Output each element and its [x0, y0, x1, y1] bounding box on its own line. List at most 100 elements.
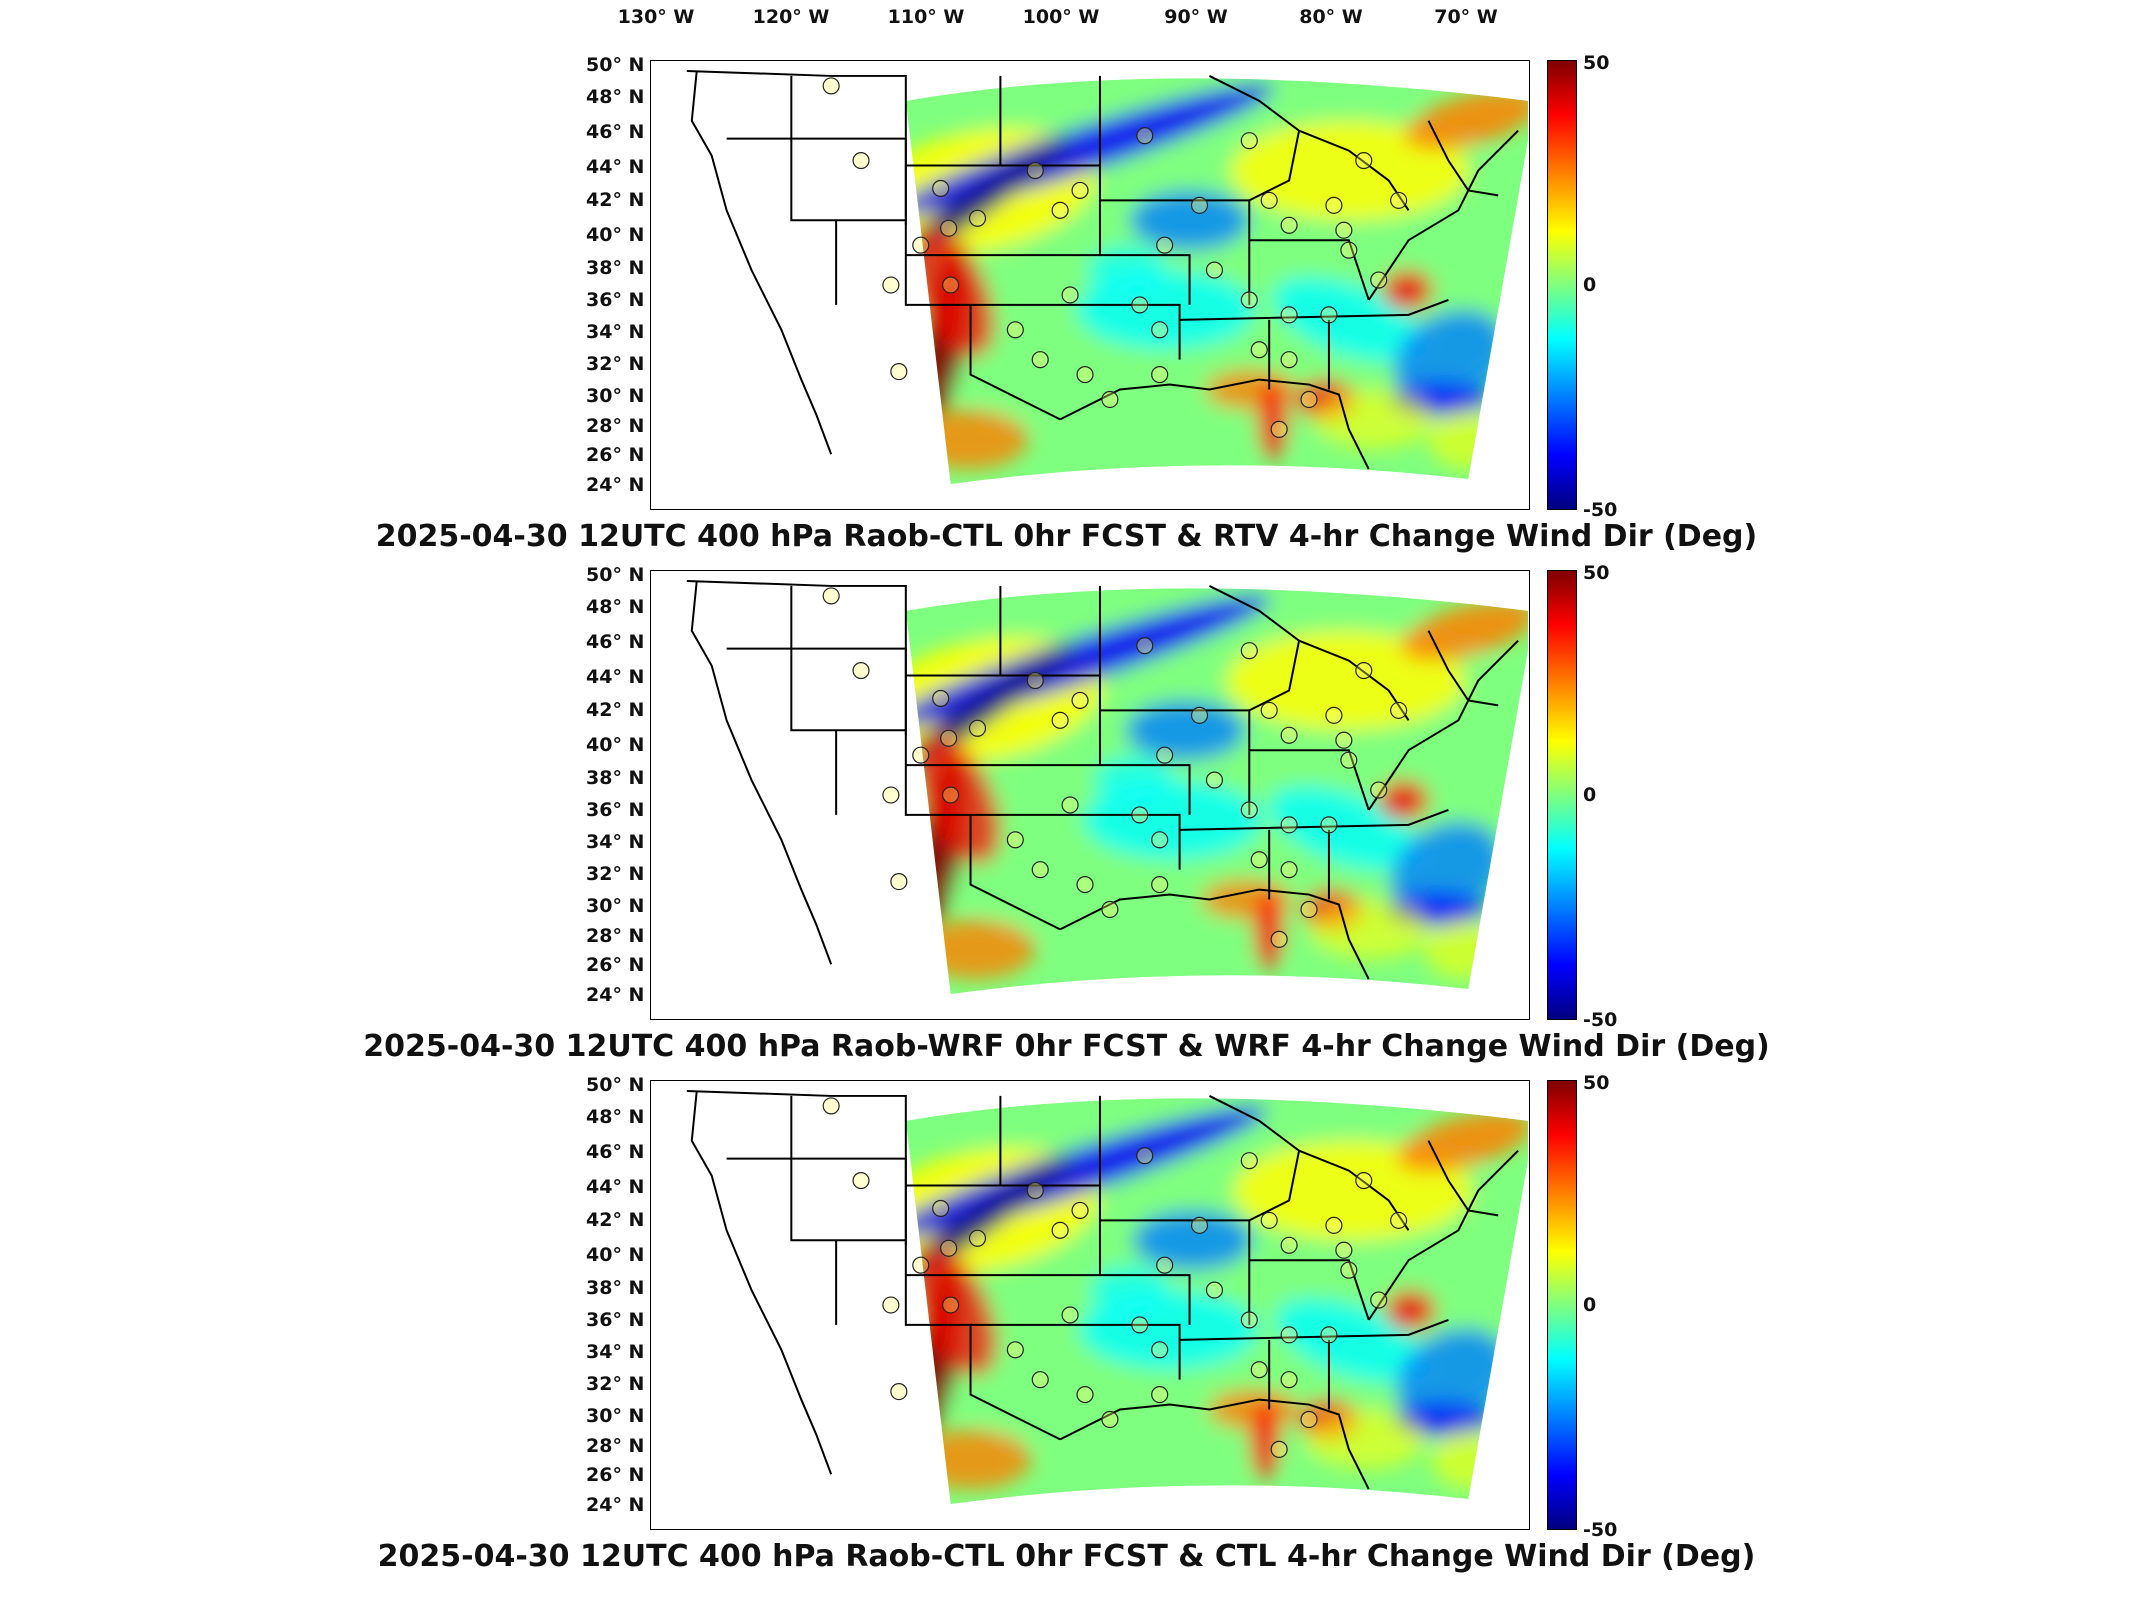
raob-station-marker [942, 276, 960, 294]
raob-station-marker [1355, 1171, 1373, 1190]
map-panel-1: 50° N 48° N 46° N 44° N 42° N 40° N 38° N 36° N… [0, 52, 2133, 565]
lat-label: 40° N [586, 224, 645, 246]
raob-stations [822, 587, 1408, 948]
raob-station-marker [1280, 726, 1298, 744]
raob-station-marker [1300, 900, 1318, 919]
map-panel-3: 50° N 48° N 46° N 44° N 42° N 40° N 38° N 36° N… [0, 1072, 2133, 1585]
field-blob [1404, 89, 1529, 150]
raob-station-marker [1076, 876, 1094, 894]
lat-label: 26° N [586, 444, 645, 466]
raob-station-marker [1320, 1326, 1338, 1344]
boundary-line [1367, 1149, 1519, 1321]
raob-station-marker [1280, 816, 1298, 834]
state-boundaries [686, 579, 1519, 980]
map-frame [650, 570, 1530, 1020]
longitude-axis-labels: 130° W 120° W 110° W 100° W 90° W 80° W … [0, 0, 2133, 40]
panel-title: 2025-04-30 12UTC 400 hPa Raob-CTL 0hr FC… [377, 1539, 1756, 1574]
raob-station-marker [1131, 806, 1149, 824]
lon-label-70w: 70° W [1434, 6, 1498, 28]
colorbar-max-label: 50 [1583, 1072, 1610, 1094]
field-blob [1254, 889, 1285, 970]
raob-station-marker [1340, 1261, 1358, 1279]
raob-station-marker [942, 786, 960, 804]
lat-label: 24° N [586, 1494, 645, 1516]
field-clip [905, 1098, 1529, 1505]
raob-station-marker [940, 729, 958, 747]
raob-station-marker [1190, 196, 1209, 214]
raob-station-marker [1325, 1216, 1343, 1234]
raob-station-marker [932, 1199, 950, 1217]
lat-label: 50° N [586, 54, 645, 76]
boundary-line [1298, 639, 1410, 721]
boundary-line [1427, 1140, 1499, 1217]
lat-label: 24° N [586, 474, 645, 496]
raob-station-marker [968, 719, 987, 737]
boundary-line [1249, 239, 1370, 301]
field-blob [1230, 120, 1470, 221]
field-blob [1400, 600, 1529, 661]
raob-station-marker [1076, 1386, 1094, 1404]
field-blob [1258, 379, 1289, 460]
raob-station-marker [890, 363, 908, 381]
raob-station-marker [1061, 1306, 1079, 1324]
lat-label: 32° N [586, 353, 645, 375]
lat-label: 40° N [586, 734, 645, 756]
boundary-line [726, 137, 907, 226]
raob-station-marker [1340, 241, 1358, 259]
field-blob [915, 919, 1036, 980]
field-blob [1272, 276, 1424, 363]
raob-station-marker [1031, 351, 1049, 369]
field-blob [908, 409, 1029, 470]
field-blob [1268, 785, 1420, 871]
lat-label: 44° N [586, 156, 645, 178]
raob-station-marker [1151, 876, 1169, 894]
lat-label: 34° N [586, 321, 645, 343]
raob-station-marker [1300, 390, 1318, 409]
boundary-line [686, 69, 1061, 421]
colorbar [1547, 570, 1577, 1020]
raob-station-marker [1101, 390, 1119, 409]
raob-station-marker [1340, 751, 1358, 769]
raob-station-marker [1240, 1311, 1258, 1329]
raob-station-marker [1101, 900, 1119, 919]
raob-station-marker [1250, 341, 1268, 359]
raob-station-marker [1026, 671, 1044, 690]
lat-label: 46° N [586, 1141, 645, 1163]
raob-station-marker [852, 661, 870, 680]
lat-label: 36° N [586, 1309, 645, 1331]
raob-station-marker [1051, 711, 1069, 729]
raob-station-marker [932, 689, 950, 707]
boundary-line [1099, 764, 1191, 815]
field-blob [1093, 755, 1174, 805]
map-svg [686, 1089, 1529, 1505]
raob-station-marker [1076, 366, 1094, 384]
map-panel-2: 50° N 48° N 46° N 44° N 42° N 40° N 38° N 36° N… [0, 562, 2133, 1075]
raob-station-marker [1280, 1326, 1298, 1344]
field-clip [905, 588, 1529, 995]
field-blob [1306, 1409, 1426, 1470]
boundary-line [1179, 1319, 1449, 1341]
colorbar [1547, 60, 1577, 510]
raob-station-marker [1260, 701, 1278, 719]
lat-label: 50° N [586, 564, 645, 586]
raob-station-marker [1280, 306, 1298, 324]
raob-station-marker [1325, 706, 1343, 724]
boundary-line [1179, 809, 1449, 831]
raob-station-marker [912, 236, 930, 254]
lat-label: 30° N [586, 1405, 645, 1427]
lat-label: 40° N [586, 1244, 645, 1266]
field-blob [1431, 1429, 1512, 1490]
raob-station-marker [1026, 1181, 1044, 1200]
raob-station-marker [1061, 796, 1079, 814]
raob-station-marker [1280, 861, 1298, 879]
raob-station-marker [1250, 1361, 1268, 1379]
raob-station-marker [942, 1296, 960, 1314]
raob-station-marker [1355, 151, 1373, 170]
raob-station-marker [1390, 191, 1408, 209]
raob-station-marker [1240, 291, 1258, 309]
raob-station-marker [822, 77, 840, 95]
raob-station-marker [1260, 1211, 1278, 1229]
field-blob [910, 1245, 997, 1376]
boundary-line [726, 1157, 907, 1246]
raob-station-marker [1390, 1211, 1408, 1229]
